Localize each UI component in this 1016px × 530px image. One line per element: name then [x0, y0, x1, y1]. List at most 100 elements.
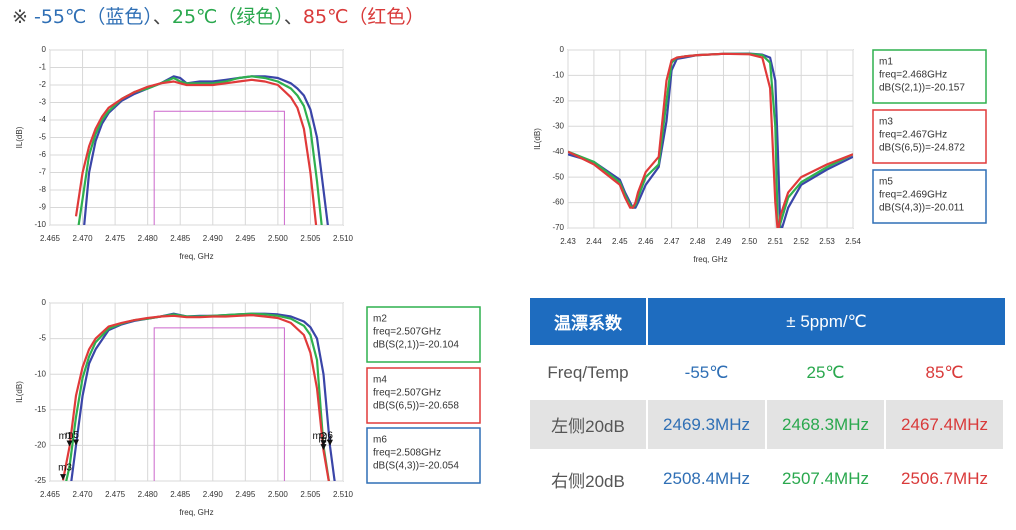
marker-point-label: m1 — [59, 431, 73, 442]
table-cell: 右侧20dB — [530, 453, 646, 505]
y-tick-label: -8 — [39, 185, 47, 194]
marker-freq: freq=2.468GHz — [879, 70, 947, 81]
x-tick-label: 2.475 — [105, 234, 126, 243]
marker-value: dB(S(6,5))=-24.872 — [879, 143, 965, 154]
x-tick-label: 2.485 — [170, 490, 191, 499]
y-tick-label: -5 — [39, 334, 47, 343]
marker-point — [326, 439, 333, 446]
x-tick-label: 2.510 — [333, 234, 354, 243]
y-tick-label: -10 — [34, 369, 46, 378]
x-tick-label: 2.505 — [300, 234, 321, 243]
x-tick-label: 2.54 — [845, 237, 861, 246]
marker-name: m2 — [373, 314, 387, 325]
marker-box — [366, 367, 481, 424]
marker-point — [73, 439, 80, 446]
marker-value: dB(S(2,1))=-20.157 — [879, 83, 965, 94]
y-tick-label: -5 — [39, 133, 47, 142]
marker-name: m5 — [879, 177, 893, 188]
x-tick-label: 2.490 — [203, 490, 224, 499]
marker-point — [320, 444, 327, 451]
mask-line — [153, 327, 285, 481]
x-tick-label: 2.48 — [690, 237, 706, 246]
x-tick-label: 2.490 — [203, 234, 224, 243]
y-tick-label: -3 — [39, 98, 47, 107]
table-cell: 2506.7MHz — [886, 453, 1003, 505]
x-tick-label: 2.43 — [560, 237, 576, 246]
marker-point-label: m3 — [58, 463, 72, 474]
marker-name: m1 — [879, 57, 893, 68]
x-tick-label: 2.49 — [716, 237, 732, 246]
x-tick-label: 2.470 — [73, 490, 94, 499]
y-axis-label: IL(dB) — [533, 128, 542, 150]
x-tick-label: 2.465 — [40, 234, 61, 243]
header-part: 85℃（红色） — [302, 6, 425, 28]
marker-name: m4 — [373, 375, 387, 386]
x-tick-label: 2.465 — [40, 490, 61, 499]
y-tick-label: -10 — [552, 71, 564, 80]
x-tick-label: 2.44 — [586, 237, 602, 246]
marker-value: dB(S(4,3))=-20.054 — [373, 461, 459, 472]
table-cell: 2469.3MHz — [648, 400, 765, 449]
x-tick-label: 2.45 — [612, 237, 628, 246]
x-tick-label: 2.480 — [138, 234, 159, 243]
y-tick-label: -40 — [552, 147, 564, 156]
y-tick-label: -2 — [39, 80, 47, 89]
marker-point — [60, 474, 67, 481]
y-axis-label: IL(dB) — [15, 126, 24, 148]
marker-freq: freq=2.507GHz — [373, 388, 441, 399]
x-tick-label: 2.495 — [235, 490, 256, 499]
x-tick-label: 2.480 — [138, 490, 159, 499]
header-part: ※ — [12, 6, 34, 28]
marker-box — [872, 169, 987, 224]
marker-value: dB(S(6,5))=-20.658 — [373, 401, 459, 412]
marker-freq: freq=2.467GHz — [879, 130, 947, 141]
y-tick-label: -10 — [34, 220, 46, 229]
marker-box — [872, 49, 987, 104]
x-tick-label: 2.500 — [268, 234, 289, 243]
y-tick-label: -70 — [552, 223, 564, 232]
y-tick-label: -7 — [39, 168, 47, 177]
marker-box — [366, 306, 481, 363]
table-cell: Freq/Temp — [530, 347, 646, 398]
table-cell: 2508.4MHz — [648, 453, 765, 505]
marker-freq: freq=2.469GHz — [879, 190, 947, 201]
y-tick-label: -1 — [39, 63, 47, 72]
header-part: 、 — [152, 6, 172, 28]
marker-point-label: m5 — [65, 430, 79, 441]
x-tick-label: 2.495 — [235, 234, 256, 243]
series-line — [77, 75, 323, 225]
table-header-cell: 温漂系数 — [530, 298, 646, 345]
x-tick-label: 2.50 — [742, 237, 758, 246]
series-line — [74, 78, 318, 225]
plot-area — [49, 302, 344, 482]
marker-freq: freq=2.507GHz — [373, 327, 441, 338]
x-tick-label: 2.46 — [638, 237, 654, 246]
y-tick-label: 0 — [42, 298, 47, 307]
x-tick-label: 2.485 — [170, 234, 191, 243]
series-line — [83, 75, 329, 225]
table-cell: 2467.4MHz — [886, 400, 1003, 449]
header-part: 25℃（绿色） — [171, 6, 284, 28]
table-cell: 2507.4MHz — [767, 453, 884, 505]
y-tick-label: -60 — [552, 198, 564, 207]
x-axis-label: freq, GHz — [693, 255, 727, 264]
y-tick-label: -4 — [39, 115, 47, 124]
y-tick-label: -6 — [39, 150, 47, 159]
table-cell: 25℃ — [767, 347, 884, 398]
x-tick-label: 2.53 — [819, 237, 835, 246]
marker-point — [66, 440, 73, 447]
x-axis-label: freq, GHz — [179, 508, 213, 517]
y-tick-label: -20 — [552, 96, 564, 105]
marker-value: dB(S(2,1))=-20.104 — [373, 340, 459, 351]
y-tick-label: -9 — [39, 203, 47, 212]
marker-point-label: m2 — [313, 431, 327, 442]
table-cell: 2468.3MHz — [767, 400, 884, 449]
table-cell: -55℃ — [648, 347, 765, 398]
x-tick-label: 2.470 — [73, 234, 94, 243]
marker-box — [366, 427, 481, 484]
y-tick-label: 0 — [42, 45, 47, 54]
y-tick-label: -20 — [34, 441, 46, 450]
header: ※ -55℃（蓝色）、25℃（绿色）、85℃（红色） — [12, 2, 424, 29]
